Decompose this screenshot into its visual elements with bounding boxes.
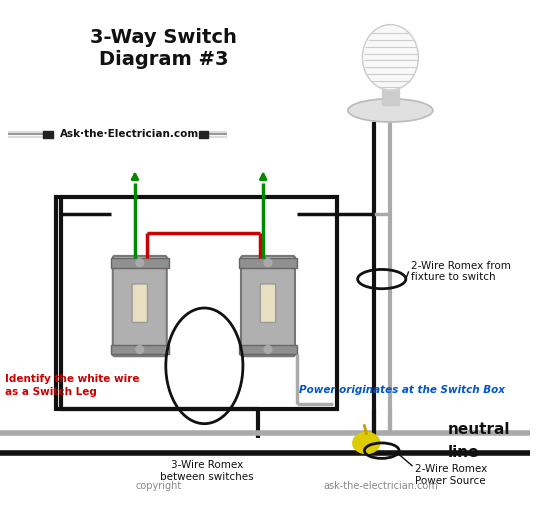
Text: 2-Wire Romex
Power Source: 2-Wire Romex Power Source: [415, 464, 487, 486]
Bar: [239, 258, 297, 268]
Bar: [43, 131, 53, 138]
Text: ask-the-electrician.com: ask-the-electrician.com: [323, 481, 438, 491]
Ellipse shape: [353, 432, 380, 454]
Text: 2-Wire Romex from
fixture to switch: 2-Wire Romex from fixture to switch: [411, 261, 510, 282]
Circle shape: [264, 259, 272, 267]
Ellipse shape: [362, 24, 419, 90]
Bar: [56, 197, 337, 409]
FancyBboxPatch shape: [260, 284, 276, 323]
Text: neutral: neutral: [448, 422, 511, 437]
Text: Diagram #3: Diagram #3: [99, 50, 229, 69]
Bar: [111, 345, 169, 354]
Bar: [239, 345, 297, 354]
FancyBboxPatch shape: [132, 284, 147, 323]
Text: 3-Way Switch: 3-Way Switch: [90, 29, 237, 47]
Ellipse shape: [348, 99, 433, 122]
Text: copyright: copyright: [136, 481, 182, 491]
Text: line: line: [448, 445, 480, 460]
Bar: [382, 89, 399, 105]
Circle shape: [264, 346, 272, 353]
Circle shape: [136, 346, 144, 353]
Bar: [111, 258, 169, 268]
Text: Power originates at the Switch Box: Power originates at the Switch Box: [299, 385, 505, 395]
FancyBboxPatch shape: [241, 256, 295, 356]
FancyBboxPatch shape: [113, 256, 167, 356]
Circle shape: [136, 259, 144, 267]
Text: Ask·the·Electrician.com: Ask·the·Electrician.com: [60, 129, 199, 139]
Text: Identify the white wire
as a Switch Leg: Identify the white wire as a Switch Leg: [5, 374, 139, 397]
Text: 3-Wire Romex
between switches: 3-Wire Romex between switches: [161, 460, 254, 482]
Bar: [199, 131, 208, 138]
